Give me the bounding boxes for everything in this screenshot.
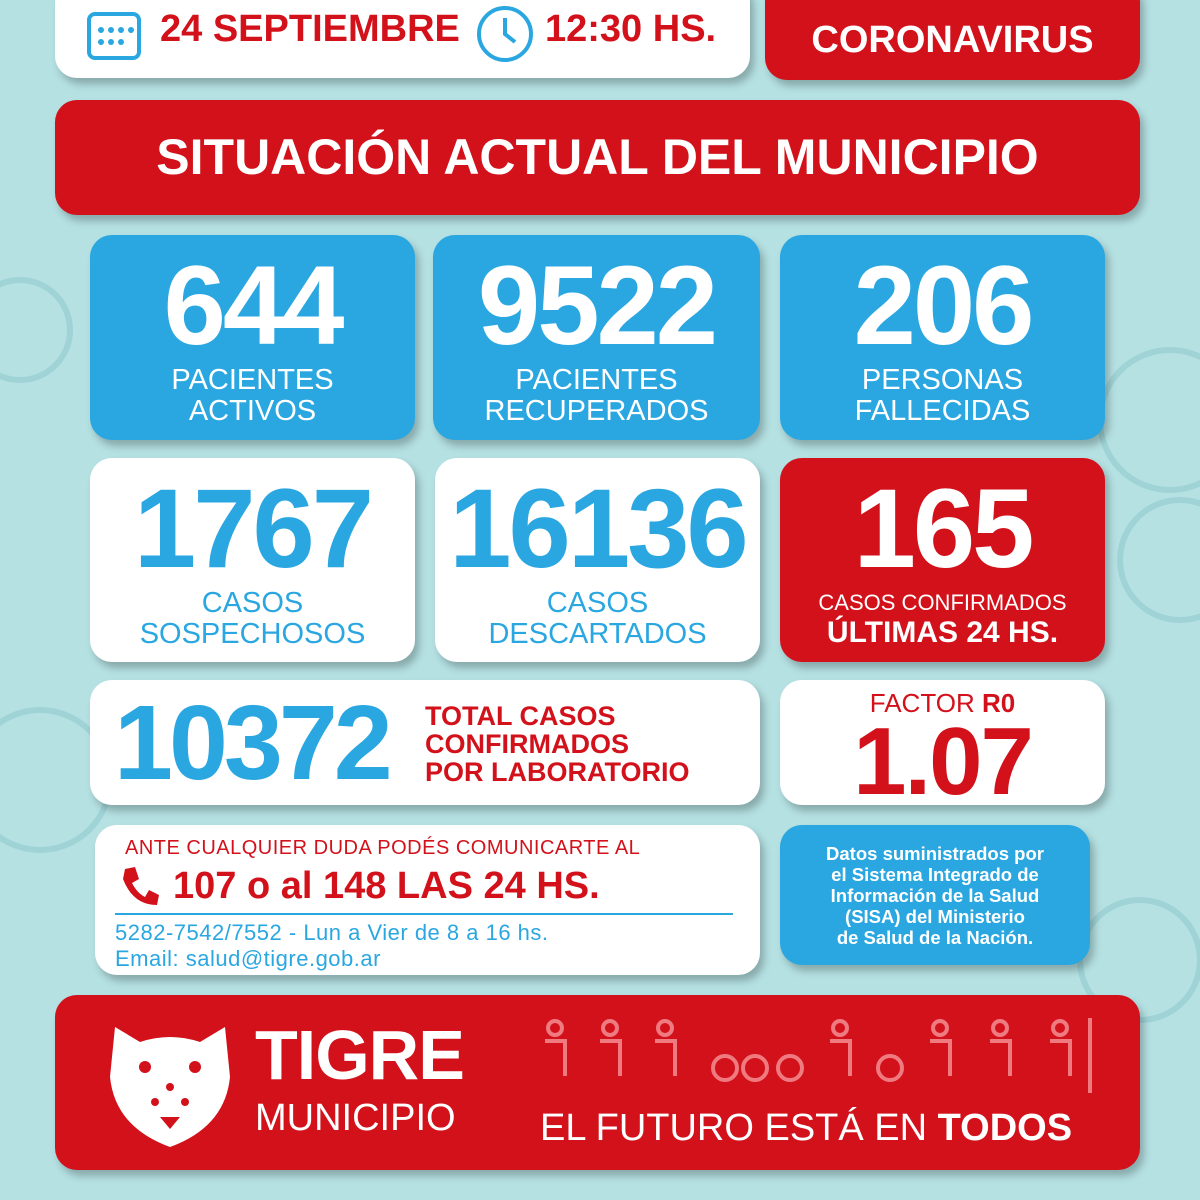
slogan: EL FUTURO ESTÁ EN TODOS	[540, 1107, 1072, 1150]
factor-card: FACTOR R0 1.07	[780, 680, 1105, 815]
jaguar-logo	[110, 1027, 230, 1147]
label-line: PERSONAS	[861, 364, 1024, 396]
stat-value: 165	[853, 466, 1035, 591]
stat-value: 206	[853, 243, 1035, 368]
date-box: 24 SEPTIEMBRE 12:30 HS.	[55, 0, 750, 78]
label-line: FALLECIDAS	[854, 395, 1031, 427]
brand: TIGRE	[255, 1016, 465, 1094]
footer-box: TIGRE MUNICIPIO EL FUTURO ESTÁ EN TODOS	[55, 995, 1140, 1170]
label-line: ACTIVOS	[188, 395, 317, 427]
label-line: TOTAL CASOS	[425, 701, 616, 731]
total-value: 10372	[114, 684, 393, 802]
contact-card: ANTE CUALQUIER DUDA PODÉS COMUNICARTE AL…	[95, 825, 760, 975]
stat-label: CASOS DESCARTADOS	[435, 588, 760, 650]
slogan-text: EL FUTURO ESTÁ EN	[540, 1107, 928, 1149]
stat-value: 9522	[477, 243, 718, 368]
slogan-bold: TODOS	[937, 1107, 1073, 1149]
source-line: Datos suministrados por	[826, 843, 1044, 864]
label-line: ÚLTIMAS 24 HS.	[826, 616, 1059, 649]
date: 24 SEPTIEMBRE	[160, 8, 460, 50]
label-line: PACIENTES	[171, 364, 334, 396]
stat-label: PACIENTES RECUPERADOS	[433, 365, 760, 427]
factor-value: 1.07	[853, 708, 1034, 815]
calendar-icon	[87, 12, 141, 60]
factor-word: FACTOR	[869, 688, 975, 718]
label-line: SOSPECHOSOS	[139, 618, 366, 650]
stat-value: 644	[163, 243, 345, 368]
title: SITUACIÓN ACTUAL DEL MUNICIPIO	[156, 129, 1039, 185]
label-line: RECUPERADOS	[484, 395, 709, 427]
factor-label: FACTOR R0	[780, 688, 1105, 718]
stat-label: PACIENTES ACTIVOS	[90, 365, 415, 427]
total-card: 10372 TOTAL CASOS CONFIRMADOS POR LABORATO…	[90, 680, 760, 805]
stat-card: 16136 CASOS DESCARTADOS	[435, 458, 760, 662]
contact-line: 5282-7542/7552 - Lun a Vier de 8 a 16 hs…	[115, 920, 549, 945]
brand-sub: MUNICIPIO	[255, 1097, 456, 1139]
stat-value: 1767	[133, 466, 374, 591]
stat-value: 16136	[449, 466, 748, 591]
factor-code: R0	[981, 688, 1016, 718]
label-line: CASOS	[546, 587, 649, 619]
tag-box: CORONAVIRUS	[765, 0, 1140, 80]
tag: CORONAVIRUS	[811, 19, 1094, 61]
contact-intro: ANTE CUALQUIER DUDA PODÉS COMUNICARTE AL	[125, 837, 641, 859]
label-line: DESCARTADOS	[488, 618, 707, 650]
label-line: CONFIRMADOS	[425, 729, 629, 759]
label-line: PACIENTES	[515, 364, 678, 396]
total-label: TOTAL CASOS CONFIRMADOS POR LABORATORIO	[425, 702, 690, 786]
contact-lines: 5282-7542/7552 - Lun a Vier de 8 a 16 hs…	[115, 920, 549, 972]
title-box: SITUACIÓN ACTUAL DEL MUNICIPIO	[55, 100, 1140, 215]
source-line: Información de la Salud	[830, 885, 1040, 906]
stat-label: CASOS SOSPECHOSOS	[90, 588, 415, 650]
source-line: el Sistema Integrado de	[831, 864, 1039, 885]
stat-card: 1767 CASOS SOSPECHOSOS	[90, 458, 415, 662]
label-line: CASOS CONFIRMADOS	[818, 590, 1067, 615]
label-line: POR LABORATORIO	[425, 757, 690, 787]
source-box: Datos suministrados por el Sistema Integr…	[780, 825, 1090, 965]
phone-icon	[123, 867, 159, 905]
stat-card: 206 PERSONAS FALLECIDAS	[780, 235, 1105, 440]
contact-phones: 107 o al 148 LAS 24 HS.	[173, 865, 600, 907]
stat-label: CASOS CONFIRMADOS ÚLTIMAS 24 HS.	[780, 588, 1105, 648]
people-icons	[545, 1018, 1092, 1093]
stat-card: 644 PACIENTES ACTIVOS	[90, 235, 415, 440]
source-line: (SISA) del Ministerio	[845, 906, 1025, 927]
stat-card: 9522 PACIENTES RECUPERADOS	[433, 235, 760, 440]
clock-icon	[477, 6, 533, 62]
stat-label: PERSONAS FALLECIDAS	[780, 365, 1105, 427]
time: 12:30 HS.	[545, 8, 717, 50]
stat-card: 165 CASOS CONFIRMADOS ÚLTIMAS 24 HS.	[780, 458, 1105, 662]
divider	[115, 913, 733, 915]
source-line: de Salud de la Nación.	[836, 927, 1034, 948]
label-line: CASOS	[201, 587, 304, 619]
contact-line: Email: salud@tigre.gob.ar	[115, 946, 381, 971]
